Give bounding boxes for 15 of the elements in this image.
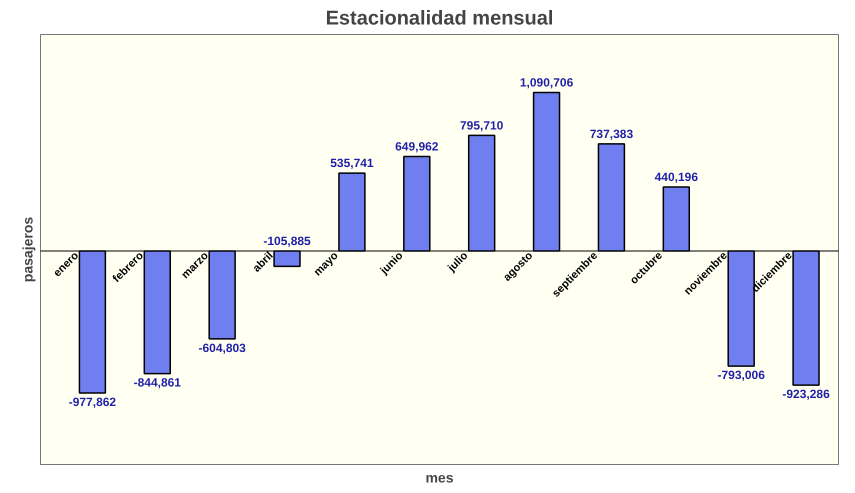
y-axis-title: pasajeros xyxy=(20,216,36,282)
data-label: -844,861 xyxy=(134,376,182,390)
data-label: -604,803 xyxy=(198,340,246,355)
data-label: 737,383 xyxy=(590,126,634,141)
data-label: -977,862 xyxy=(68,395,116,410)
x-axis-title: mes xyxy=(425,470,454,486)
data-label: 535,741 xyxy=(330,156,374,170)
data-label: 649,962 xyxy=(395,140,439,154)
data-label: 440,196 xyxy=(654,170,698,184)
data-label: -923,286 xyxy=(782,387,830,402)
data-label: 1,090,706 xyxy=(520,76,574,90)
data-label: -105,885 xyxy=(263,234,312,248)
data-label: 795,710 xyxy=(460,118,504,132)
chart-title: Estacionalidad mensual xyxy=(326,8,554,30)
data-label: -793,006 xyxy=(717,368,766,382)
